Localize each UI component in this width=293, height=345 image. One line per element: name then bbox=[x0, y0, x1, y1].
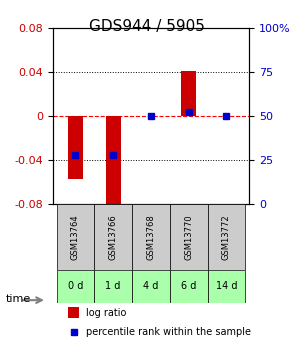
Bar bbox=[132, 204, 170, 270]
Text: 4 d: 4 d bbox=[143, 282, 159, 292]
Text: GDS944 / 5905: GDS944 / 5905 bbox=[88, 19, 205, 34]
Text: GSM13770: GSM13770 bbox=[184, 214, 193, 260]
Bar bbox=[207, 270, 245, 303]
Bar bbox=[94, 204, 132, 270]
Bar bbox=[181, 71, 196, 116]
Text: 14 d: 14 d bbox=[216, 282, 237, 292]
Text: 0 d: 0 d bbox=[68, 282, 83, 292]
Bar bbox=[68, 116, 83, 178]
Text: log ratio: log ratio bbox=[86, 308, 127, 318]
Text: 1 d: 1 d bbox=[105, 282, 121, 292]
Text: percentile rank within the sample: percentile rank within the sample bbox=[86, 327, 251, 337]
Bar bbox=[105, 116, 121, 206]
Bar bbox=[170, 204, 207, 270]
Text: GSM13766: GSM13766 bbox=[109, 214, 118, 260]
Text: 6 d: 6 d bbox=[181, 282, 196, 292]
Text: GSM13764: GSM13764 bbox=[71, 214, 80, 260]
Bar bbox=[94, 270, 132, 303]
Bar bbox=[207, 204, 245, 270]
Bar bbox=[170, 270, 207, 303]
Text: GSM13772: GSM13772 bbox=[222, 214, 231, 260]
Bar bbox=[132, 270, 170, 303]
Text: GSM13768: GSM13768 bbox=[146, 214, 155, 260]
Text: time: time bbox=[6, 294, 31, 304]
Bar bbox=[57, 270, 94, 303]
Bar bbox=[57, 204, 94, 270]
Bar bbox=[69, 307, 79, 318]
